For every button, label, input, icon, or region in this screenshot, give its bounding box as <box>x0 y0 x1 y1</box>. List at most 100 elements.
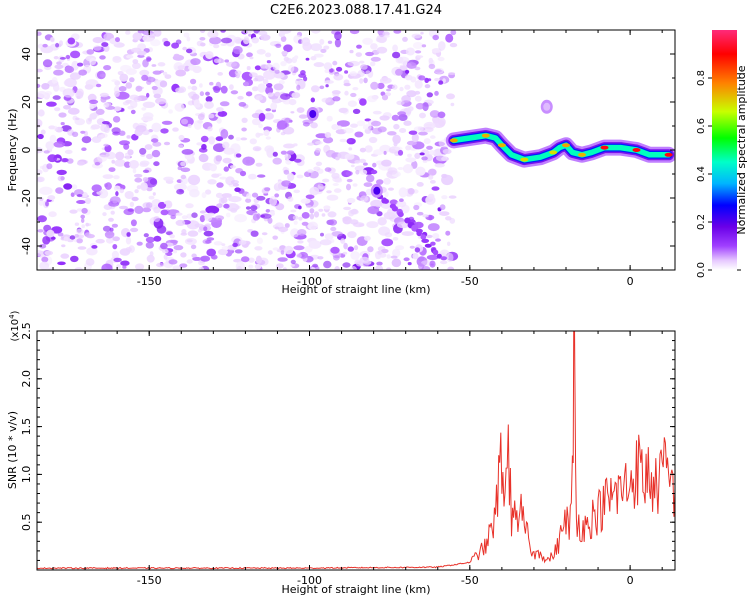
noise-speckle <box>307 221 319 230</box>
noise-speckle <box>209 81 214 86</box>
noise-speckle <box>150 39 161 47</box>
noise-speckle <box>142 101 156 109</box>
noise-speckle <box>293 189 301 194</box>
noise-speckle <box>137 30 145 34</box>
noise-speckle <box>114 159 126 167</box>
noise-speckle <box>408 130 418 135</box>
noise-speckle <box>40 45 54 54</box>
noise-speckle <box>349 30 360 35</box>
noise-speckle <box>161 120 173 125</box>
noise-speckle <box>251 37 259 44</box>
spectrogram-y-ticks: -40 -20 0 20 40 <box>20 29 675 271</box>
noise-speckle <box>353 245 359 251</box>
y-tick-label: 1.0 <box>20 466 33 484</box>
noise-speckle <box>429 110 440 118</box>
noise-speckle <box>187 174 201 186</box>
noise-speckle <box>426 254 439 260</box>
noise-speckle <box>199 210 207 214</box>
noise-speckle <box>423 138 431 145</box>
noise-speckle <box>172 127 179 132</box>
noise-speckle <box>267 217 273 224</box>
noise-speckle <box>205 189 212 195</box>
noise-speckle <box>159 80 168 88</box>
noise-speckle <box>207 126 213 132</box>
noise-speckle <box>217 248 228 256</box>
noise-speckle <box>432 34 440 41</box>
noise-speckle <box>226 212 231 218</box>
noise-speckle <box>405 157 416 163</box>
noise-speckle <box>57 232 64 237</box>
noise-speckle <box>190 78 197 85</box>
noise-speckle <box>111 250 119 259</box>
noise-speckle <box>102 212 107 217</box>
noise-speckle <box>205 96 213 103</box>
noise-speckle <box>180 232 188 236</box>
snr-line <box>37 331 675 570</box>
noise-speckle <box>217 110 228 117</box>
signal-core <box>549 150 558 155</box>
noise-speckle <box>194 223 204 228</box>
snr-y-multiplier: (x104) <box>8 310 21 341</box>
noise-speckle <box>365 51 374 57</box>
noise-speckle <box>141 74 149 81</box>
noise-speckle <box>276 263 284 269</box>
noise-speckle <box>407 153 412 158</box>
noise-speckle <box>278 226 289 232</box>
noise-speckle <box>69 209 78 214</box>
noise-speckle <box>54 107 61 112</box>
snr-y-label: SNR (10 * v/v) <box>6 411 19 489</box>
snr-x-label: Height of straight line (km) <box>281 583 430 596</box>
noise-speckle <box>310 43 323 51</box>
noise-speckle <box>370 61 376 67</box>
noise-speckle <box>235 261 246 270</box>
noise-speckle <box>130 219 137 227</box>
noise-speckle <box>37 215 47 223</box>
noise-speckle <box>388 187 394 191</box>
noise-speckle <box>248 264 254 269</box>
noise-speckle <box>313 53 324 58</box>
streak-blob <box>432 249 439 256</box>
noise-speckle <box>232 242 238 248</box>
noise-speckle <box>220 30 226 33</box>
noise-speckle <box>146 153 153 160</box>
figure-title: C2E6.2023.088.17.41.G24 <box>270 3 442 18</box>
noise-speckle <box>381 159 392 167</box>
noise-speckle <box>238 102 247 107</box>
noise-speckle <box>234 214 248 223</box>
noise-speckle <box>180 118 189 125</box>
noise-speckle <box>143 233 149 238</box>
noise-speckle <box>390 255 398 259</box>
noise-speckle <box>370 81 379 90</box>
noise-speckle <box>266 83 273 88</box>
noise-speckle <box>185 203 194 209</box>
noise-speckle <box>359 60 365 64</box>
noise-speckle <box>240 137 248 141</box>
noise-speckle <box>343 206 352 211</box>
noise-speckle <box>122 101 130 106</box>
noise-speckle <box>144 144 153 150</box>
noise-speckle <box>422 159 428 163</box>
noise-speckle <box>445 230 451 236</box>
noise-speckle <box>297 229 307 236</box>
noise-speckle <box>280 250 285 255</box>
noise-speckle <box>346 178 353 183</box>
noise-speckle <box>133 96 142 102</box>
noise-speckle <box>37 90 48 99</box>
noise-speckle <box>45 201 49 207</box>
noise-speckle <box>181 149 194 155</box>
noise-speckle <box>349 71 357 77</box>
noise-speckle <box>37 169 43 175</box>
noise-speckle <box>156 262 165 268</box>
noise-speckle <box>428 150 436 156</box>
noise-speckle <box>364 235 371 241</box>
noise-speckle <box>387 167 398 175</box>
colorbar-tick-label: 0.2 <box>696 214 707 230</box>
noise-speckle <box>37 250 44 256</box>
noise-speckle <box>346 197 356 204</box>
noise-speckle <box>323 62 333 70</box>
noise-speckle <box>44 250 54 256</box>
noise-speckle <box>221 193 232 198</box>
noise-speckle <box>111 127 121 134</box>
noise-speckle <box>211 173 220 178</box>
x-tick-label: -50 <box>461 574 479 587</box>
